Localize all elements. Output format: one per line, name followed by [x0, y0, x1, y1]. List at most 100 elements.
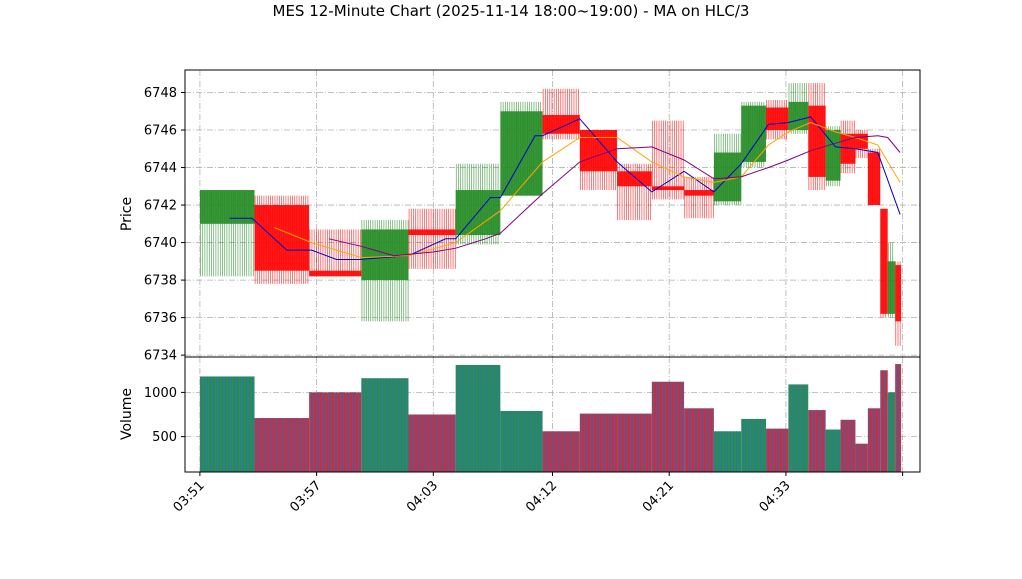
volume-bar-fill [617, 413, 652, 472]
candle-body [309, 270, 362, 277]
volume-bar-fill [880, 370, 888, 472]
volume-bar-fill [684, 408, 714, 472]
volume-bar [361, 378, 409, 472]
price-tick-label: 6744 [144, 161, 177, 176]
candle-body [542, 115, 580, 134]
candles-layer [199, 83, 902, 346]
x-tick-label: 03:51 [171, 478, 208, 515]
price-y-axis-label: Price [119, 197, 135, 231]
volume-bar [651, 381, 685, 472]
candle-body [840, 133, 856, 164]
candle-up [199, 190, 255, 277]
volume-bar-fill [887, 392, 896, 472]
volume-bar [617, 413, 652, 472]
candle-body [651, 186, 685, 191]
candle-down [880, 208, 888, 318]
moving-average-layer [229, 116, 901, 260]
volume-bar [408, 414, 456, 472]
price-y-ticks: 6734 6736 6738 6740 6742 6744 6746 6748 [144, 86, 185, 364]
volume-bar [855, 443, 868, 472]
volume-bar-fill [808, 410, 826, 472]
price-tick-label: 6742 [144, 199, 177, 214]
candle-up [887, 242, 896, 318]
chart-title: MES 12-Minute Chart (2025-11-14 18:00~19… [273, 2, 750, 20]
price-tick-label: 6738 [144, 274, 177, 289]
volume-bar [579, 413, 618, 472]
volume-bars-layer [199, 364, 902, 472]
price-tick-label: 6746 [144, 124, 177, 139]
candle-body [895, 265, 902, 322]
candle-down [808, 83, 826, 191]
volume-bar-fill [542, 431, 580, 472]
volume-bar [867, 408, 881, 472]
x-ticks: 03:51 03:57 04:03 04:12 04:21 04:33 [171, 472, 904, 515]
candle-down [840, 120, 856, 174]
candle-up [825, 126, 841, 187]
volume-bar-fill [199, 376, 255, 472]
x-tick-label: 04:03 [404, 478, 441, 515]
candle-body [408, 229, 456, 236]
volume-bar [455, 364, 501, 472]
volume-bar [684, 408, 714, 472]
candle-down [617, 163, 652, 221]
candle-body [684, 190, 714, 196]
candle-up [455, 163, 501, 245]
volume-bar-fill [500, 410, 543, 472]
candle-down [867, 148, 881, 206]
volume-tick-label: 1000 [144, 386, 177, 401]
volume-bar [542, 431, 580, 472]
price-tick-label: 6736 [144, 311, 177, 326]
x-tick-label: 04:33 [757, 478, 794, 515]
candle-body [880, 208, 888, 314]
candle-up [788, 83, 809, 134]
volume-bar [840, 419, 856, 472]
volume-tick-label: 500 [152, 430, 177, 445]
volume-bar [713, 431, 742, 472]
candle-up [500, 101, 543, 196]
volume-bar [741, 418, 767, 472]
volume-bar [825, 429, 841, 472]
volume-bar [895, 364, 902, 472]
candle-body [766, 107, 789, 131]
volume-bar-fill [766, 428, 789, 472]
x-tick-label: 04:21 [640, 478, 677, 515]
candle-down [542, 88, 580, 140]
volume-bar-fill [895, 364, 902, 472]
candle-down [855, 130, 868, 159]
price-tick-label: 6740 [144, 236, 177, 251]
candle-up [361, 220, 409, 322]
candle-down [254, 195, 310, 284]
volume-bar-fill [741, 418, 767, 472]
volume-bar-fill [788, 384, 809, 472]
candle-body [867, 152, 881, 206]
volume-bar [309, 392, 362, 472]
volume-bar [808, 410, 826, 472]
x-tick-label: 03:57 [287, 478, 324, 515]
candle-body [887, 261, 896, 314]
volume-bar-fill [855, 443, 868, 472]
volume-bar-fill [579, 413, 618, 472]
x-tick-label: 04:12 [523, 478, 560, 515]
candle-down [309, 229, 362, 277]
candle-body [617, 171, 652, 187]
price-tick-label: 6748 [144, 86, 177, 101]
candle-up [713, 133, 742, 206]
price-tick-label: 6734 [144, 349, 177, 364]
volume-bar-fill [254, 418, 310, 472]
volume-bar [880, 370, 888, 472]
volume-y-axis-label: Volume [119, 388, 135, 440]
moving-average-line [229, 116, 901, 260]
volume-bar [199, 376, 255, 472]
volume-bar [500, 410, 543, 472]
candle-body [199, 190, 255, 224]
candle-body [808, 105, 826, 177]
candle-down [895, 261, 902, 346]
volume-bar [254, 418, 310, 472]
candle-body [788, 101, 809, 131]
volume-y-ticks: 500 1000 [144, 386, 185, 445]
candle-down [766, 100, 789, 140]
volume-bar [766, 428, 789, 472]
volume-bar [887, 392, 896, 472]
